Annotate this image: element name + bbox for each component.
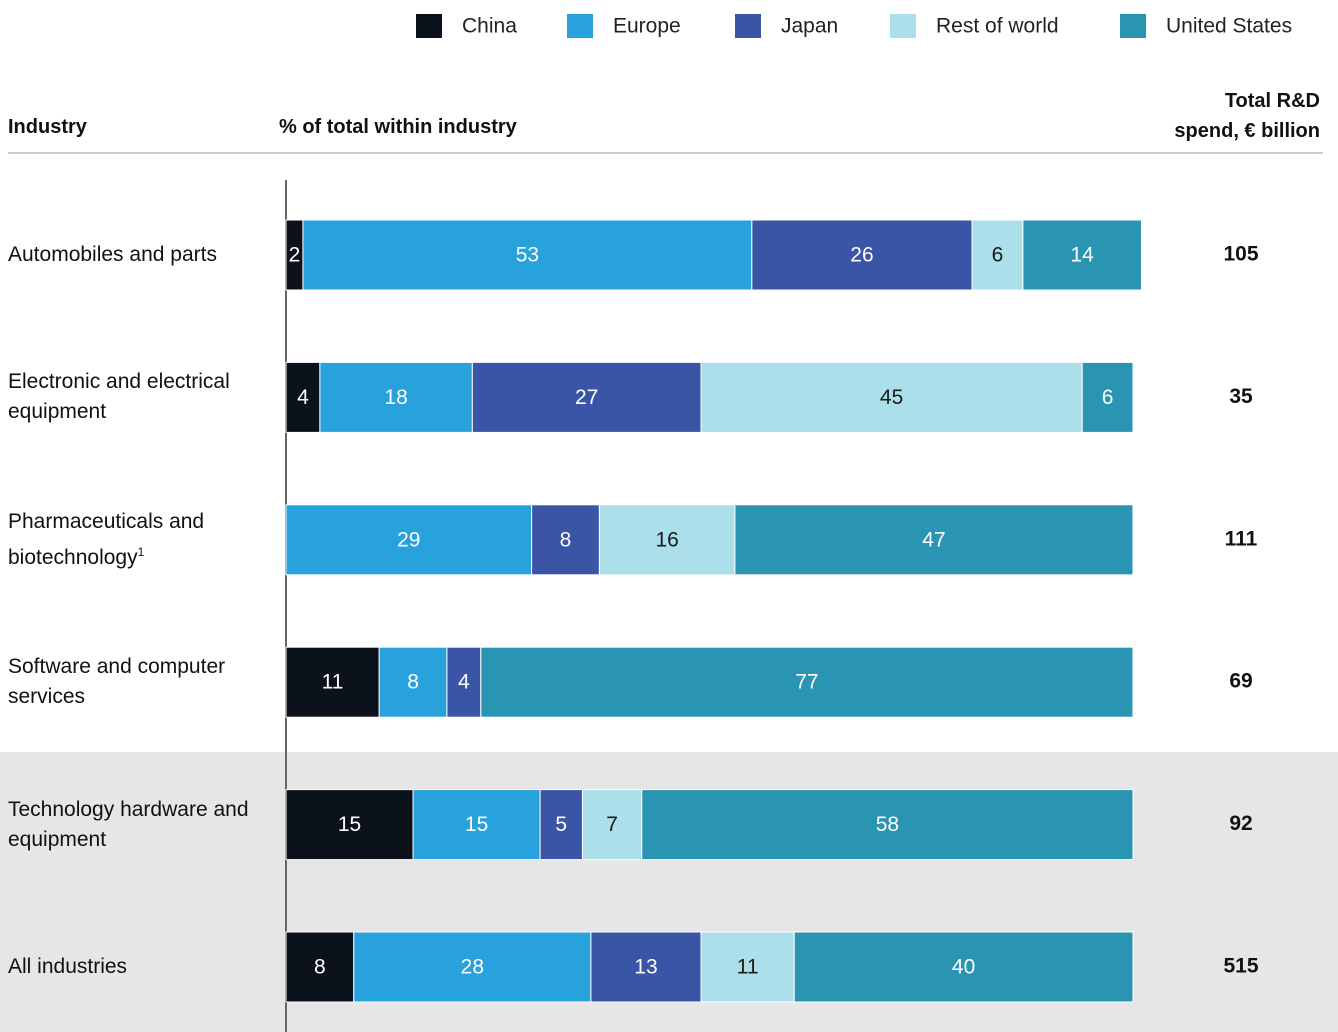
data-label: 13 (634, 956, 657, 979)
legend-label: Rest of world (936, 15, 1059, 38)
bar-segment (751, 219, 973, 291)
footnote-mark: 1 (137, 544, 145, 559)
legend-label: Europe (613, 15, 681, 38)
category-label: All industries (8, 955, 128, 978)
bar-segment (1081, 361, 1134, 433)
data-label: 11 (737, 956, 759, 979)
data-label: 8 (314, 956, 326, 979)
data-label: 27 (575, 386, 598, 409)
bar-segment (480, 646, 1134, 718)
legend-swatch (890, 14, 916, 38)
legend-label: China (462, 15, 517, 38)
category-label: Pharmaceuticals and biotechnology1 (8, 509, 205, 569)
data-label: 15 (338, 813, 361, 836)
category-label: Technology hardware and equipment (8, 797, 249, 851)
header-total-line: spend, € billion (1174, 120, 1320, 142)
legend-swatch (735, 14, 761, 38)
data-label: 4 (458, 671, 470, 694)
bar-segment (581, 789, 643, 861)
data-label: 53 (516, 244, 539, 267)
data-label: 45 (880, 386, 903, 409)
data-label: 2 (289, 244, 301, 267)
data-label: 4 (297, 386, 309, 409)
bar-segment (285, 646, 380, 718)
header-total-line: Total R&D (1224, 90, 1320, 112)
bar-segment (539, 789, 583, 861)
legend-label: United States (1166, 15, 1292, 38)
total-value: 69 (1229, 670, 1252, 693)
bar-segment (378, 646, 448, 718)
data-label: 15 (465, 813, 488, 836)
data-label: 16 (655, 528, 678, 551)
data-label: 8 (407, 671, 419, 694)
bar-segment (412, 789, 541, 861)
data-label: 11 (322, 671, 344, 694)
data-label: 40 (952, 956, 975, 979)
data-label: 6 (1102, 386, 1114, 409)
bar-segment (590, 931, 702, 1003)
legend-swatch (416, 14, 442, 38)
total-value: 515 (1223, 955, 1258, 978)
data-label: 5 (555, 813, 567, 836)
data-label: 6 (992, 244, 1004, 267)
data-label: 29 (397, 528, 420, 551)
category-label: Software and computer services (8, 655, 226, 709)
total-value: 111 (1225, 527, 1258, 550)
legend-swatch (1120, 14, 1146, 38)
total-value: 92 (1229, 812, 1252, 835)
data-label: 58 (876, 813, 899, 836)
bar-segment (353, 931, 592, 1003)
data-label: 8 (560, 528, 572, 551)
bar-segment (285, 504, 533, 576)
header-share: % of total within industry (279, 116, 517, 138)
data-label: 18 (384, 386, 407, 409)
data-label: 77 (795, 671, 818, 694)
bar-segment (700, 931, 795, 1003)
bar-segment (734, 504, 1134, 576)
data-label: 47 (922, 528, 945, 551)
legend-swatch (567, 14, 593, 38)
data-label: 7 (606, 813, 618, 836)
category-label: Electronic and electrical equipment (8, 370, 230, 424)
category-label: Automobiles and parts (8, 243, 217, 266)
total-value: 105 (1223, 243, 1258, 266)
data-label: 26 (850, 244, 873, 267)
total-value: 35 (1229, 385, 1253, 408)
bar-segment (531, 504, 600, 576)
bar-segment (446, 646, 482, 718)
bar-segment (302, 219, 753, 291)
bar-segment (700, 361, 1083, 433)
bar-segment (285, 361, 321, 433)
bar-segment (971, 219, 1024, 291)
bar-segment (793, 931, 1134, 1003)
header-total: Total R&D spend, € billion (1174, 86, 1320, 146)
data-label: 14 (1071, 244, 1095, 267)
header-industry: Industry (8, 116, 87, 138)
bar-segment (319, 361, 473, 433)
bar-segment (285, 931, 355, 1003)
legend-label: Japan (781, 15, 838, 38)
data-label: 28 (461, 956, 484, 979)
bar-segment (1022, 219, 1142, 291)
bar-segment (471, 361, 702, 433)
bar-segment (641, 789, 1134, 861)
